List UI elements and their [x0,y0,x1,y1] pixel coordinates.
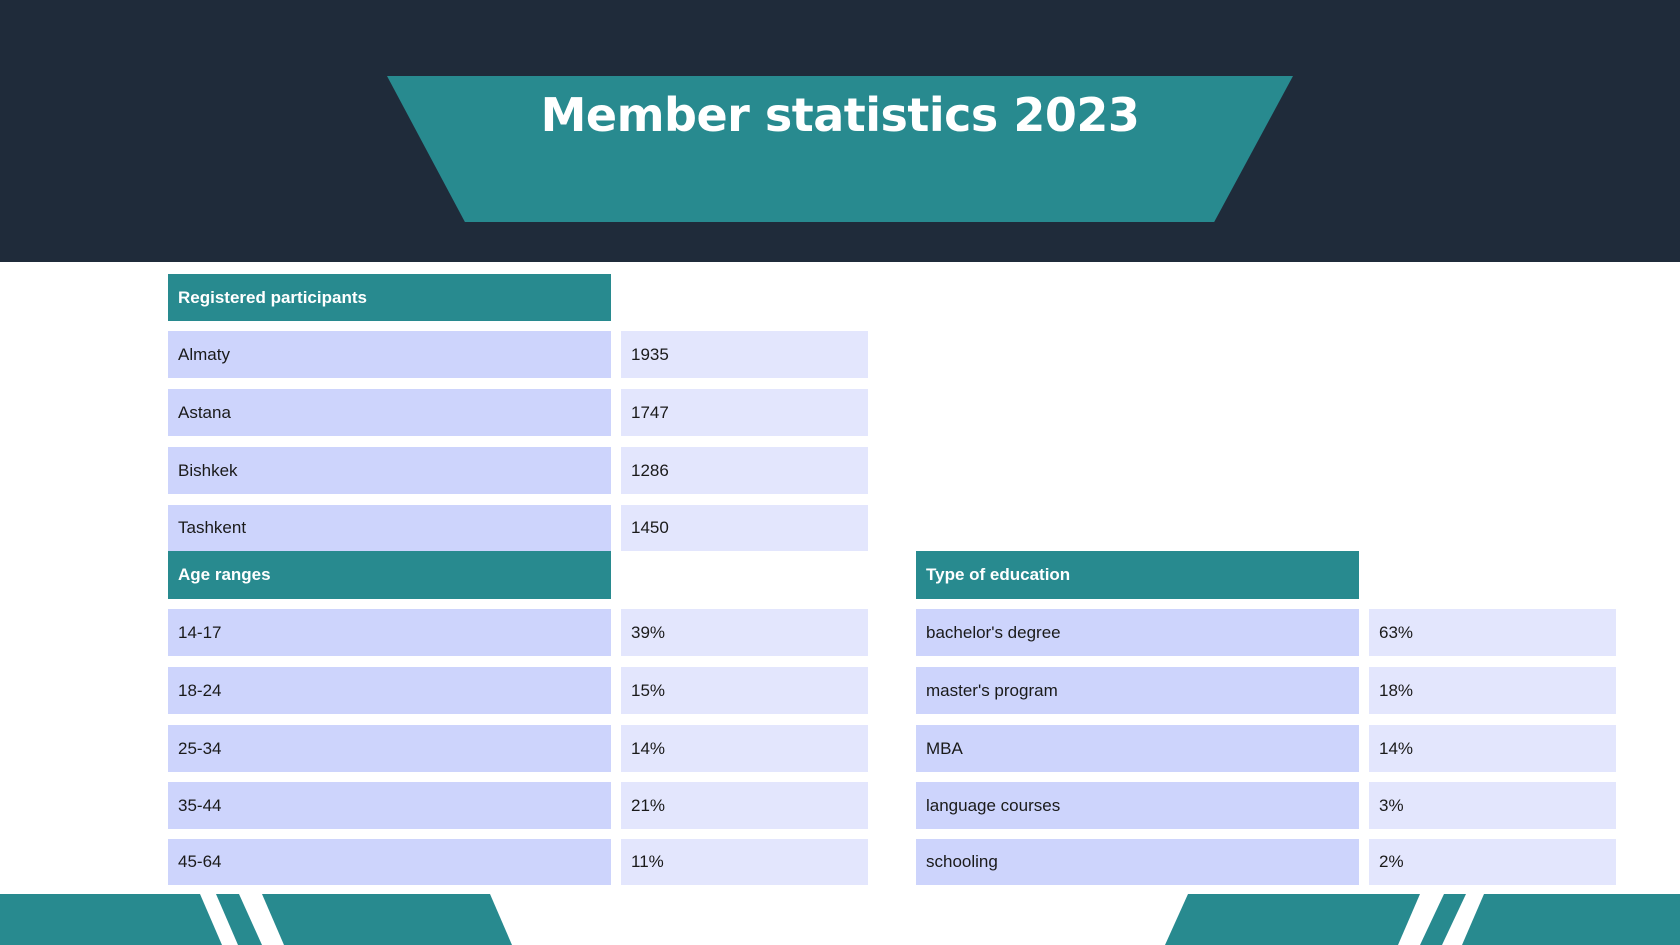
age-row-value: 39% [621,609,868,656]
education-row-value: 3% [1369,782,1616,829]
footer-stripe-left-3 [262,894,512,945]
education-row-label: schooling [916,839,1359,885]
education-row-label: language courses [916,782,1359,829]
footer-stripe-right-3 [1462,894,1680,945]
registered-row-label: Bishkek [168,447,611,494]
age-row-label: 18-24 [168,667,611,714]
registered-row-label: Tashkent [168,505,611,551]
age-row-label: 35-44 [168,782,611,829]
footer-stripe-right-1 [1165,894,1420,945]
title-banner [387,76,1293,222]
registered-row-label: Almaty [168,331,611,378]
registered-row-label: Astana [168,389,611,436]
education-row-label: bachelor's degree [916,609,1359,656]
registered-row-value: 1935 [621,331,868,378]
age-row-label: 25-34 [168,725,611,772]
education-row-label: master's program [916,667,1359,714]
age-row-value: 21% [621,782,868,829]
registered-table-heading: Registered participants [168,274,611,321]
age-table-heading: Age ranges [168,551,611,599]
footer-stripe-left-2 [216,894,262,945]
education-row-value: 14% [1369,725,1616,772]
age-row-value: 11% [621,839,868,885]
education-row-value: 2% [1369,839,1616,885]
registered-row-value: 1747 [621,389,868,436]
footer-stripe-right-2 [1420,894,1466,945]
page-title: Member statistics 2023 [540,88,1140,142]
education-table-heading: Type of education [916,551,1359,599]
education-row-label: MBA [916,725,1359,772]
registered-row-value: 1286 [621,447,868,494]
age-row-label: 45-64 [168,839,611,885]
education-row-value: 63% [1369,609,1616,656]
age-row-value: 15% [621,667,868,714]
age-row-value: 14% [621,725,868,772]
education-row-value: 18% [1369,667,1616,714]
footer-stripe-left-1 [0,894,222,945]
registered-row-value: 1450 [621,505,868,551]
age-row-label: 14-17 [168,609,611,656]
